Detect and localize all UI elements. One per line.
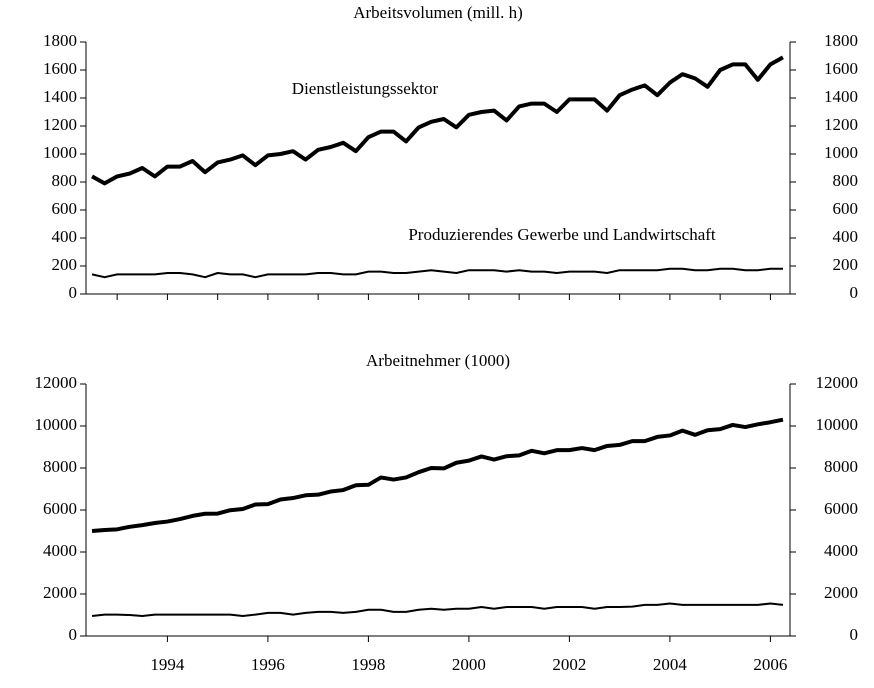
y-tick-label: 4000: [43, 541, 77, 560]
y-tick-label: 1400: [43, 87, 77, 106]
x-tick-label: 1994: [150, 655, 185, 674]
y2-tick-label: 1200: [824, 115, 858, 134]
y-tick-label: 800: [52, 171, 78, 190]
series-label: Dienstleistungssektor: [292, 79, 439, 98]
x-tick-label: 2006: [753, 655, 787, 674]
series-line: [91, 417, 784, 533]
y2-tick-label: 400: [833, 227, 859, 246]
y-tick-label: 2000: [43, 583, 77, 602]
series-line: [91, 55, 784, 186]
y2-tick-label: 800: [833, 171, 859, 190]
y2-tick-label: 2000: [824, 583, 858, 602]
y2-tick-label: 12000: [816, 373, 859, 392]
y-tick-label: 1200: [43, 115, 77, 134]
y-tick-label: 200: [52, 255, 78, 274]
y-tick-label: 1000: [43, 143, 77, 162]
x-tick-label: 1996: [251, 655, 285, 674]
chart-title: Arbeitnehmer (1000): [366, 351, 510, 370]
series-label: Produzierendes Gewerbe und Landwirtschaf…: [408, 225, 716, 244]
y2-tick-label: 10000: [816, 415, 859, 434]
x-tick-label: 1998: [351, 655, 385, 674]
y2-tick-label: 6000: [824, 499, 858, 518]
y2-tick-label: 200: [833, 255, 859, 274]
y-tick-label: 400: [52, 227, 78, 246]
y2-tick-label: 1800: [824, 31, 858, 50]
y-tick-label: 6000: [43, 499, 77, 518]
x-tick-label: 2002: [552, 655, 586, 674]
y2-tick-label: 8000: [824, 457, 858, 476]
chart-title: Arbeitsvolumen (mill. h): [353, 3, 523, 22]
y2-tick-label: 600: [833, 199, 859, 218]
x-tick-label: 2000: [452, 655, 486, 674]
series-line: [91, 267, 783, 279]
y-tick-label: 1600: [43, 59, 77, 78]
y-tick-label: 0: [69, 283, 78, 302]
y-tick-label: 0: [69, 625, 78, 644]
y-tick-label: 8000: [43, 457, 77, 476]
y-tick-label: 12000: [35, 373, 78, 392]
y2-tick-label: 0: [850, 283, 859, 302]
x-tick-label: 2004: [653, 655, 688, 674]
y2-tick-label: 4000: [824, 541, 858, 560]
y-tick-label: 10000: [35, 415, 78, 434]
y2-tick-label: 0: [850, 625, 859, 644]
y-tick-label: 600: [52, 199, 78, 218]
y2-tick-label: 1600: [824, 59, 858, 78]
y2-tick-label: 1000: [824, 143, 858, 162]
y2-tick-label: 1400: [824, 87, 858, 106]
series-line: [91, 602, 784, 618]
y-tick-label: 1800: [43, 31, 77, 50]
